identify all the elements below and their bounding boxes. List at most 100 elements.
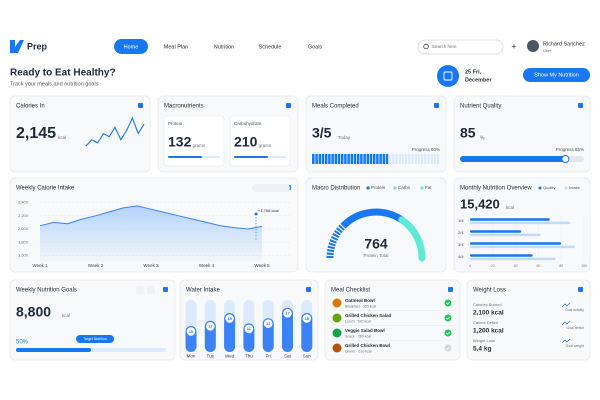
meal-check[interactable]: [444, 344, 452, 352]
x-tick-label: 40: [514, 264, 518, 268]
metric-value: 5.4 kg: [473, 346, 491, 353]
water-badge: [263, 319, 273, 329]
nav-item[interactable]: Schedule: [259, 44, 282, 50]
day-label: Sat: [284, 354, 292, 359]
primary-button[interactable]: [523, 68, 590, 82]
legend-dot: [366, 186, 370, 190]
legend-label: Fat: [425, 185, 432, 190]
trend-icon: [561, 302, 571, 308]
day-label: Fri: [266, 354, 271, 359]
chart-toggle: [252, 184, 290, 192]
water-value: 17: [285, 311, 290, 316]
legend-dot: [564, 186, 568, 190]
card: [9, 279, 176, 361]
progress-label: Progress 85%: [556, 147, 584, 152]
legend-dot: [538, 186, 542, 190]
water-value: 10: [189, 329, 194, 334]
card: [324, 279, 461, 361]
avatar: [527, 40, 539, 52]
water-badge: [225, 314, 234, 323]
water-badge: [302, 314, 312, 323]
card-title: Macro Distribution: [312, 186, 360, 192]
legend-label: Intake: [569, 185, 581, 190]
meal-thumb: [332, 343, 342, 353]
greeting-title: Ready to Eat Healthy?: [10, 68, 116, 79]
stat-unit: Today: [338, 135, 351, 140]
card-title: Macronutrients: [164, 104, 204, 110]
meal-thumb: [332, 313, 342, 323]
card: [9, 95, 151, 173]
water-value: 12: [208, 324, 213, 329]
water-bar: [301, 313, 313, 352]
mini-button[interactable]: [136, 286, 144, 294]
card-title: Water Intake: [186, 288, 220, 294]
nav-item[interactable]: Goals: [308, 44, 323, 50]
bar-quality: [470, 230, 522, 233]
card: [453, 95, 591, 173]
metric-label: Calories Burned: [473, 302, 502, 307]
card-icon: [578, 287, 583, 292]
macro-box: [229, 115, 291, 167]
macro-box: [163, 115, 225, 167]
card: [305, 177, 447, 273]
day-label: Tue: [207, 354, 215, 359]
metric-value: 1,200 kcal: [473, 328, 504, 335]
meal-check[interactable]: [444, 299, 452, 307]
card-icon: [448, 287, 453, 292]
meal-check[interactable]: [444, 329, 452, 337]
legend-label: Quality: [543, 185, 555, 190]
meal-name: Veggie Salad Bowl: [345, 328, 385, 333]
search-placeholder: Search here: [432, 44, 457, 49]
target-button-label[interactable]: Target Nutrition: [83, 337, 107, 341]
day-label: Thu: [245, 354, 253, 359]
metric-label: Calorie Deficit: [473, 320, 499, 325]
gauge-caption: Protein Total: [364, 253, 389, 258]
card-icon: [434, 103, 439, 108]
logo-text: Prep: [27, 41, 48, 51]
gauge-fat: [398, 216, 426, 262]
y-tick-label: 2,400: [18, 200, 29, 205]
x-tick-label: Week 1: [32, 263, 48, 268]
gauge-value: 764: [364, 236, 388, 252]
nav-item[interactable]: Home: [124, 44, 139, 50]
x-tick-label: Week 4: [199, 263, 215, 268]
mini-button[interactable]: [147, 286, 155, 294]
water-value: 13: [266, 321, 271, 326]
macro-fill: [234, 156, 268, 158]
primary-button-label[interactable]: Show My Nutrition: [534, 72, 579, 78]
stat-value: 15,420: [460, 196, 500, 211]
y-tick-label: 1,800: [18, 239, 29, 244]
x-tick-label: 100: [581, 264, 587, 268]
row-label: 1/4: [458, 218, 464, 223]
card-icon: [578, 103, 583, 108]
meal-name: Grilled Chicken Bowl: [345, 343, 390, 348]
sparkline: [85, 116, 145, 147]
nav-item[interactable]: Meal Plan: [164, 44, 188, 50]
card: [305, 95, 447, 173]
target-button[interactable]: [76, 335, 114, 343]
date-month: December: [465, 77, 492, 83]
bar-quality: [470, 242, 562, 245]
stat-value: 3/5: [312, 125, 332, 141]
progress-label: Progress 60%: [412, 147, 440, 152]
metric-note: Goal weight: [566, 344, 585, 348]
stat-unit: kcal: [62, 313, 70, 318]
card: [466, 279, 591, 361]
bar-intake: [470, 257, 556, 261]
bar-intake: [470, 233, 541, 237]
card-title: Monthly Nutrition Overview: [460, 186, 532, 192]
annotation: +1,768 kcal: [258, 208, 279, 213]
card-title: Nutrient Quality: [460, 104, 501, 110]
metric-value: 2,100 kcal: [473, 310, 504, 317]
card-icon: [306, 287, 311, 292]
meal-check[interactable]: [444, 314, 452, 322]
macro-unit: grams: [259, 143, 272, 148]
nav-item[interactable]: Nutrition: [214, 44, 234, 50]
card-icon: [138, 103, 143, 108]
add-button[interactable]: +: [511, 41, 516, 51]
trend-icon: [561, 338, 571, 344]
row-label: 4/4: [458, 254, 464, 259]
search-box[interactable]: [417, 39, 504, 55]
meal-name: Grilled Chicken Salad: [345, 313, 392, 318]
water-badge: [186, 327, 196, 336]
